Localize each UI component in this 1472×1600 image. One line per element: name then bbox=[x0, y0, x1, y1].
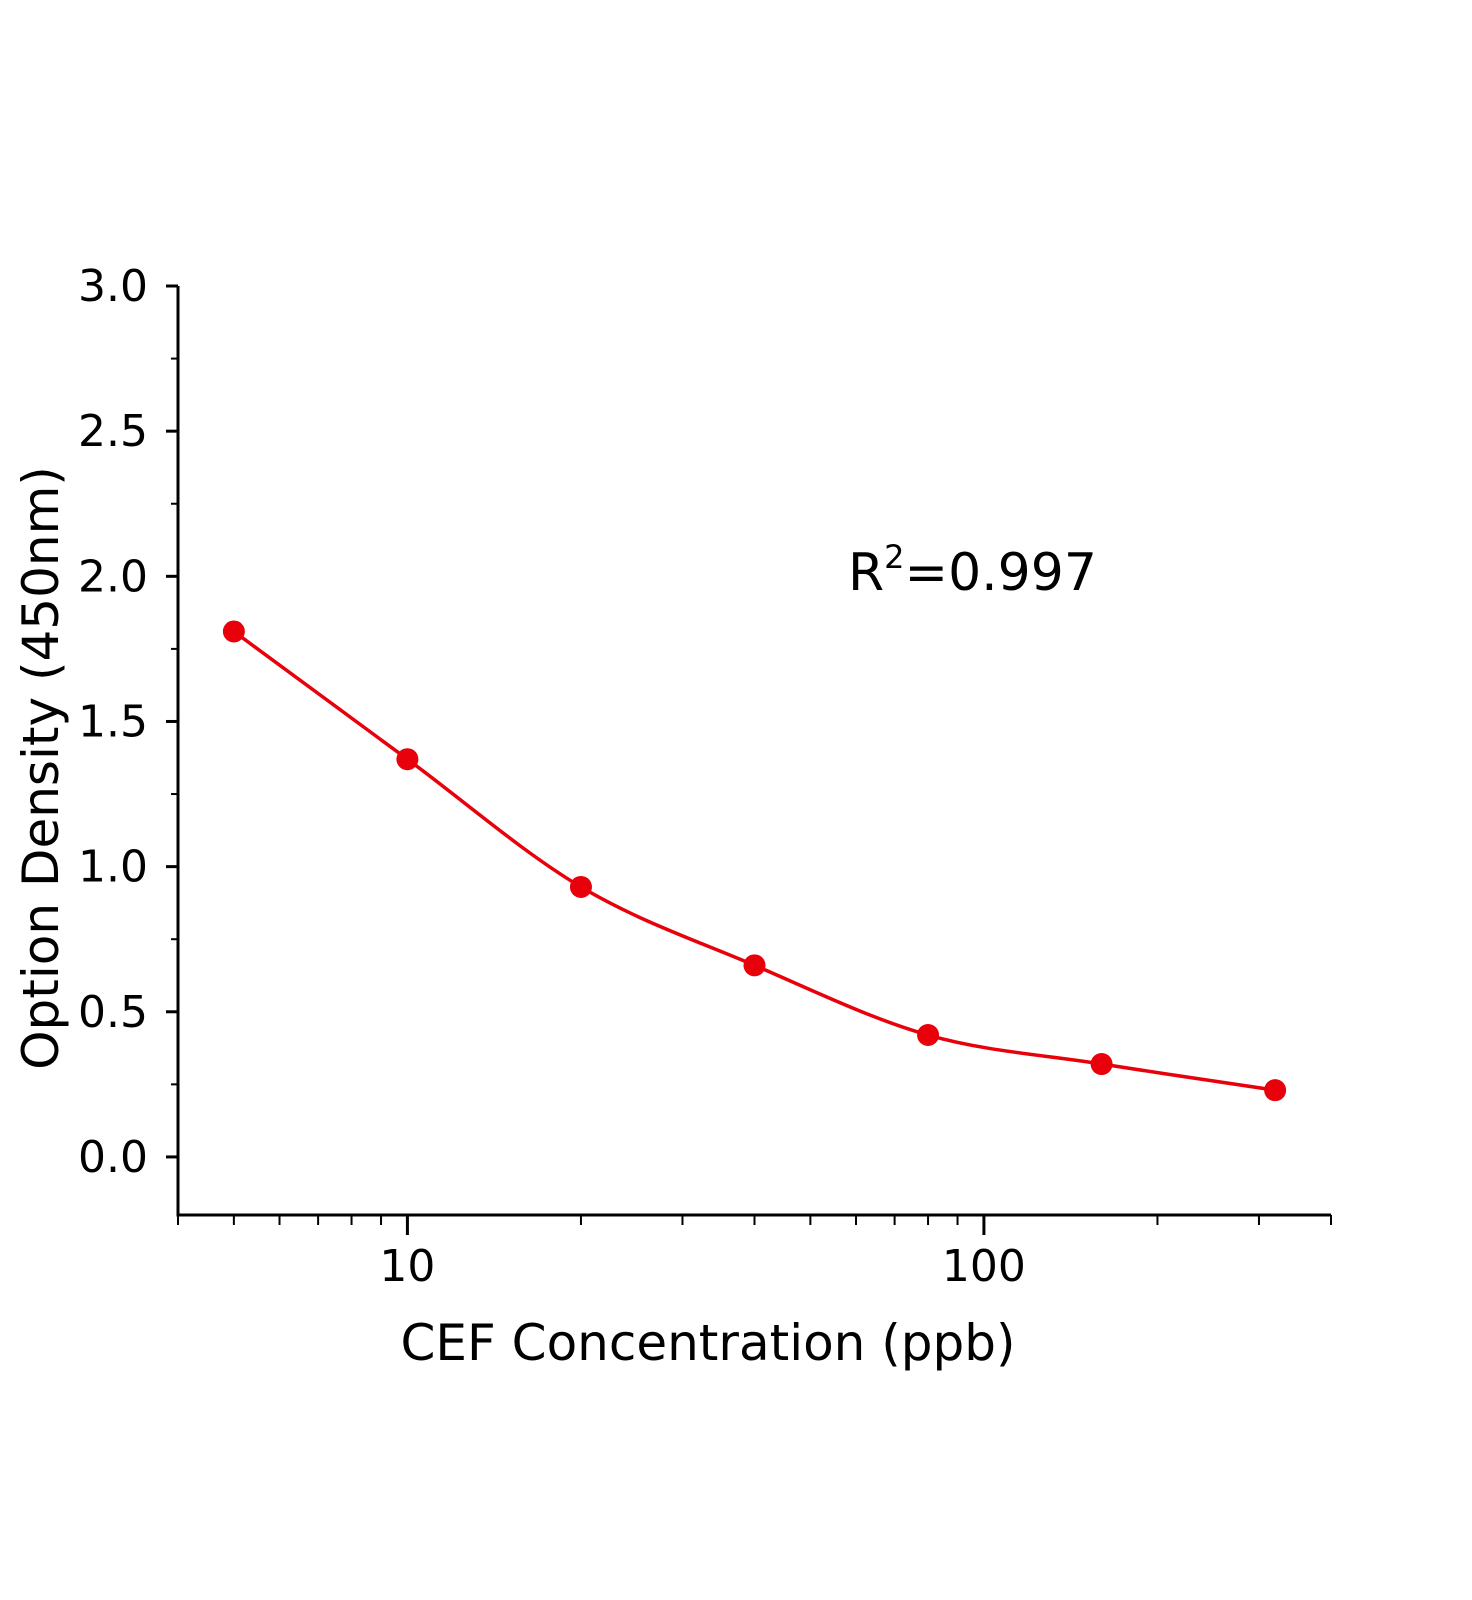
x-tick-label: 10 bbox=[379, 1241, 435, 1292]
data-point bbox=[743, 954, 766, 977]
data-point bbox=[1264, 1079, 1287, 1102]
data-point bbox=[1090, 1053, 1113, 1076]
data-point bbox=[222, 620, 245, 643]
data-point bbox=[917, 1024, 940, 1047]
y-tick-label: 1.0 bbox=[78, 842, 148, 893]
data-points bbox=[222, 620, 1287, 1102]
y-tick-label: 3.0 bbox=[78, 261, 148, 312]
r-squared-annotation: R2=0.997 bbox=[848, 538, 1097, 603]
data-point bbox=[396, 748, 419, 771]
y-tick-label: 1.5 bbox=[78, 696, 148, 747]
y-tick-label: 0.0 bbox=[78, 1132, 148, 1183]
x-tick-label: 100 bbox=[942, 1241, 1026, 1292]
fit-curve bbox=[232, 630, 1276, 1092]
axes: 0.0 0.5 1.0 1.5 2.0 2.5 3.0 10 100 bbox=[78, 261, 1332, 1292]
y-tick-label: 2.5 bbox=[78, 406, 148, 457]
x-axis-title: CEF Concentration (ppb) bbox=[401, 1314, 1016, 1372]
y-axis-title: Option Density (450nm) bbox=[12, 466, 70, 1070]
data-point bbox=[569, 875, 592, 898]
y-tick-label: 2.0 bbox=[78, 551, 148, 602]
y-tick-label: 0.5 bbox=[78, 987, 148, 1038]
